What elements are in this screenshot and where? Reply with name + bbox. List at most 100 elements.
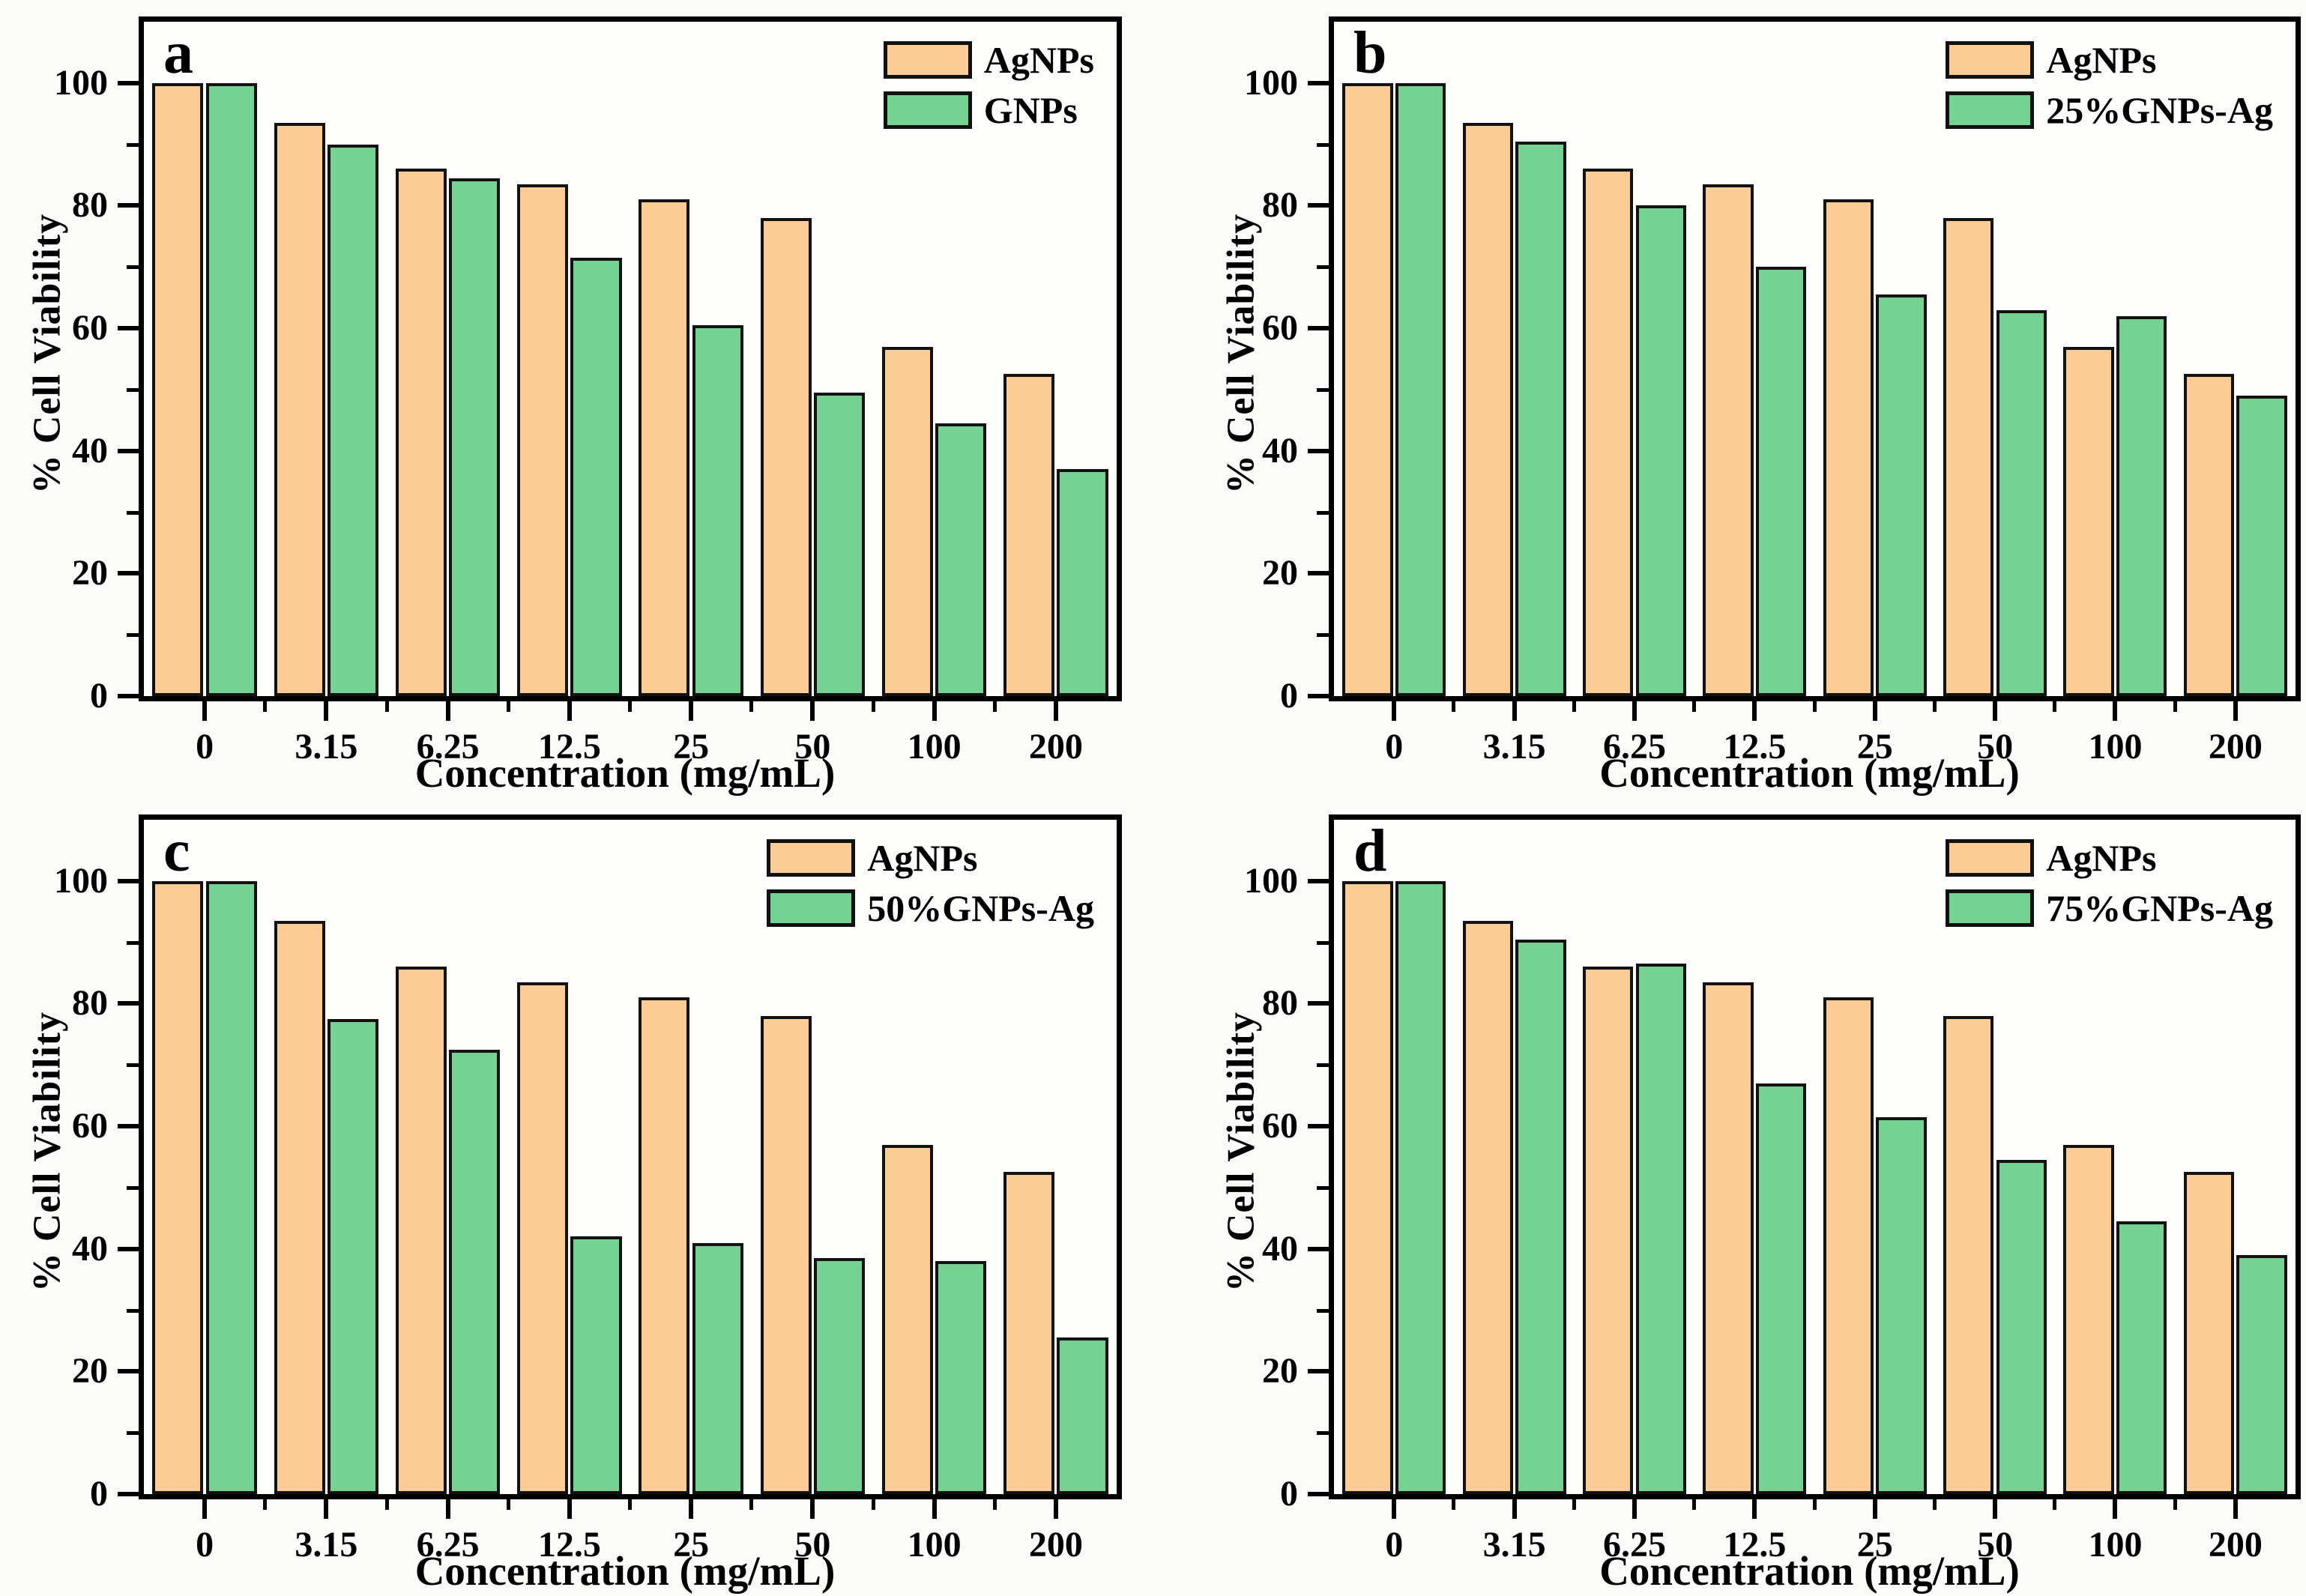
bar-25-gnps-ag: [1515, 141, 1566, 696]
legend-label: AgNPs: [2046, 837, 2157, 879]
x-major-tick: [445, 701, 450, 721]
bar-75-gnps-ag: [1635, 964, 1686, 1494]
y-minor-tick: [127, 1431, 139, 1436]
y-tick-label: 0: [1280, 1474, 1298, 1514]
bar-agnps: [2183, 1172, 2235, 1494]
bar-agnps: [1462, 921, 1513, 1494]
bar-agnps: [1943, 217, 1994, 696]
x-major-tick: [324, 701, 329, 721]
y-major-tick: [118, 571, 139, 576]
y-major-tick: [1308, 448, 1329, 453]
y-major-tick: [118, 1001, 139, 1006]
legend-label: AgNPs: [867, 837, 978, 879]
x-minor-tick: [628, 1499, 632, 1510]
legend-item: GNPs: [883, 88, 1094, 132]
x-major-tick: [1632, 701, 1637, 721]
bar-agnps: [1003, 1172, 1055, 1494]
legend-swatch: [1946, 839, 2035, 877]
x-tick-label: 100: [2088, 727, 2143, 767]
x-tick-label: 50: [1977, 1525, 2014, 1565]
bar-gnps: [935, 423, 987, 696]
x-minor-tick: [1932, 1499, 1937, 1510]
x-minor-tick: [992, 1499, 997, 1510]
x-minor-tick: [1932, 701, 1937, 712]
panel-b: % Cell Viability b 0 20 40 60 80 100 0 3.15 6.25…: [1153, 0, 2306, 798]
legend-item: AgNPs: [1946, 836, 2273, 880]
bar-agnps: [1943, 1015, 1994, 1494]
x-major-tick: [1872, 1499, 1877, 1519]
x-tick-label: 12.5: [537, 1525, 601, 1565]
bar-agnps: [881, 1144, 933, 1494]
x-major-tick: [1392, 701, 1397, 721]
x-minor-tick: [992, 701, 997, 712]
legend-swatch: [1946, 91, 2035, 129]
bar-agnps: [1003, 374, 1055, 696]
x-axis-title: Concentration (mg/mL): [414, 1548, 836, 1594]
y-tick-label: 80: [1262, 983, 1298, 1024]
bar-25-gnps-ag: [1635, 205, 1686, 696]
y-tick-label: 60: [72, 1106, 108, 1146]
y-minor-tick: [127, 633, 139, 638]
y-minor-tick: [1317, 265, 1329, 270]
y-tick-label: 100: [1244, 860, 1298, 901]
bar-25-gnps-ag: [1755, 267, 1807, 696]
x-tick-label: 6.25: [1602, 727, 1666, 767]
x-tick-label: 200: [1028, 1525, 1083, 1565]
x-tick-label: 0: [1385, 1525, 1404, 1565]
bar-agnps: [1823, 199, 1874, 696]
y-major-tick: [118, 694, 139, 698]
bar-agnps: [881, 346, 933, 696]
bar-agnps: [760, 1015, 812, 1494]
bar-agnps: [1823, 997, 1874, 1494]
panel-letter-c: c: [163, 818, 190, 884]
panel-letter-a: a: [163, 20, 193, 86]
legend-swatch: [883, 91, 972, 129]
plot-area-d: d 0 20 40 60 80 100 0 3.15 6.25 12.5 25 50 100 200 Ag…: [1244, 814, 2301, 1565]
y-major-tick: [1308, 1001, 1329, 1006]
x-tick-label: 12.5: [1723, 1525, 1787, 1565]
bar-75-gnps-ag: [1876, 1116, 1927, 1494]
bar-75-gnps-ag: [2116, 1221, 2167, 1494]
y-minor-tick: [127, 1185, 139, 1190]
x-tick-label: 100: [2088, 1525, 2143, 1565]
x-tick-label: 3.15: [1482, 727, 1546, 767]
y-major-tick: [1308, 1492, 1329, 1496]
x-major-tick: [1512, 1499, 1517, 1519]
y-axis-title: % Cell Viability: [25, 1011, 69, 1293]
bar-25-gnps-ag: [2116, 315, 2167, 696]
bar-75-gnps-ag: [1755, 1083, 1807, 1494]
y-tick-label: 60: [1262, 308, 1298, 348]
x-axis-title: Concentration (mg/mL): [1599, 750, 2020, 796]
bar-agnps: [152, 82, 204, 696]
bar-gnps: [1057, 469, 1108, 696]
legend-item: AgNPs: [767, 836, 1094, 880]
x-major-tick: [202, 1499, 208, 1519]
x-minor-tick: [1572, 1499, 1576, 1510]
x-minor-tick: [1452, 701, 1456, 712]
x-minor-tick: [871, 1499, 875, 1510]
x-major-tick: [1053, 1499, 1058, 1519]
y-tick-label: 20: [72, 1351, 108, 1391]
y-major-tick: [118, 203, 139, 208]
y-major-tick: [1308, 1369, 1329, 1374]
x-tick-label: 200: [1028, 727, 1083, 767]
x-major-tick: [1392, 1499, 1397, 1519]
x-minor-tick: [749, 701, 754, 712]
x-tick-label: 3.15: [1482, 1525, 1546, 1565]
x-major-tick: [810, 701, 815, 721]
legend-swatch: [1946, 889, 2035, 927]
y-tick-label: 100: [54, 860, 108, 901]
bar-gnps: [205, 82, 257, 696]
y-tick-label: 40: [72, 430, 108, 471]
x-tick-label: 0: [196, 727, 214, 767]
y-major-tick: [1308, 1124, 1329, 1129]
y-major-tick: [118, 1492, 139, 1496]
bar-50-gnps-ag: [205, 880, 257, 1494]
y-minor-tick: [127, 387, 139, 392]
bar-gnps: [692, 325, 743, 696]
bar-agnps: [1342, 82, 1393, 696]
bar-agnps: [1342, 880, 1393, 1494]
y-minor-tick: [1317, 1063, 1329, 1068]
x-tick-label: 6.25: [416, 727, 480, 767]
x-tick-label: 3.15: [295, 1525, 358, 1565]
